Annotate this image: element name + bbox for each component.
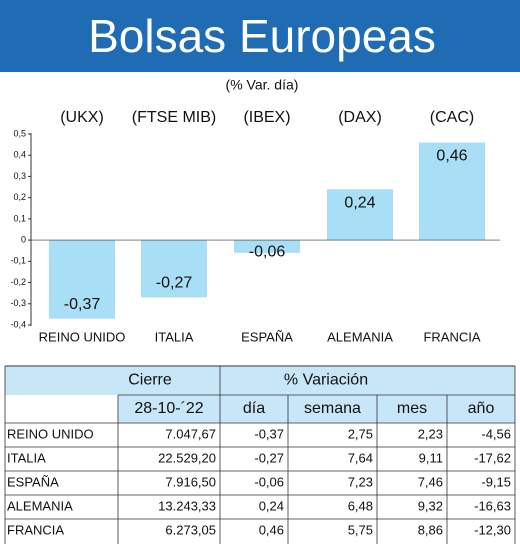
index-label: (IBEX) [243,109,290,126]
table-header: 28-10-´22 [134,400,203,417]
table-cell: -0,27 [254,450,284,465]
table-header: semana [304,400,361,417]
table-cell: -9,15 [481,474,511,489]
table-cell: ITALIA [7,450,46,465]
table-cell: -17,62 [474,450,511,465]
index-label: (CAC) [430,109,474,126]
y-tick-label: -0,1 [10,256,26,266]
table-cell: 22.529,20 [158,450,216,465]
table-cell: 8,86 [418,522,443,537]
table-cell: 2,23 [418,426,443,441]
table-cell: FRANCIA [7,522,64,537]
x-tick-label: FRANCIA [423,329,480,344]
table-header: mes [397,400,427,417]
table-header: año [468,400,495,417]
y-tick-label: 0,2 [13,192,26,202]
table-header-bg [5,366,515,395]
table-cell: 9,32 [418,498,443,513]
table-cell: 9,11 [419,450,443,465]
table-cell: 6.273,05 [165,522,216,537]
table-cell: ALEMANIA [7,498,73,513]
table-cell: 6,48 [348,498,373,513]
table-cell: ESPAÑA [7,474,59,489]
y-tick-label: 0,3 [13,171,26,181]
table-cell: REINO UNIDO [7,426,94,441]
bar [141,240,207,298]
index-label: (DAX) [338,109,382,126]
table-cell: -0,06 [254,474,284,489]
value-label: -0,06 [249,243,286,260]
x-tick-label: ALEMANIA [327,329,393,344]
y-tick-label: -0,2 [10,277,26,287]
y-tick-label: 0,4 [13,150,26,160]
table-cell: -12,30 [474,522,511,537]
table-header: día [243,400,265,417]
y-tick-label: 0,1 [13,213,26,223]
table-cell: 7,64 [348,450,373,465]
table-cell: 7,46 [418,474,443,489]
y-tick-label: 0 [21,234,26,244]
y-tick-label: 0,5 [13,128,26,138]
y-tick-label: -0,3 [10,298,26,308]
table-cell: 2,75 [348,426,373,441]
title-banner [0,0,520,72]
bar [419,142,485,241]
chart-subtitle: (% Var. día) [226,77,299,93]
table-cell: -0,37 [254,426,284,441]
table-cell: 5,75 [348,522,373,537]
bar [327,189,393,241]
table-cell: 0,46 [259,522,284,537]
value-label: -0,37 [64,296,101,313]
table-cell: 7.916,50 [165,474,216,489]
index-label: (UKX) [60,109,104,126]
table-cell: -4,56 [481,426,511,441]
index-label: (FTSE MIB) [132,109,216,126]
x-tick-label: ESPAÑA [241,329,293,344]
value-label: 0,46 [436,148,467,165]
value-label: 0,24 [344,194,375,211]
table-cell: 7.047,67 [165,426,216,441]
y-tick-label: -0,4 [10,319,26,329]
bar [49,240,115,319]
table-cell: 0,24 [259,498,284,513]
x-tick-label: ITALIA [155,329,194,344]
table-header: Cierre [128,372,172,389]
table-cell: 7,23 [348,474,373,489]
value-label: -0,27 [156,275,193,292]
x-tick-label: REINO UNIDO [39,329,126,344]
table-header-bg [118,395,515,423]
table-cell: -16,63 [474,498,511,513]
chart-title: Bolsas Europeas [88,10,436,62]
bar [234,240,300,253]
table-header: % Variación [284,372,368,389]
table-cell: 13.243,33 [158,498,216,513]
